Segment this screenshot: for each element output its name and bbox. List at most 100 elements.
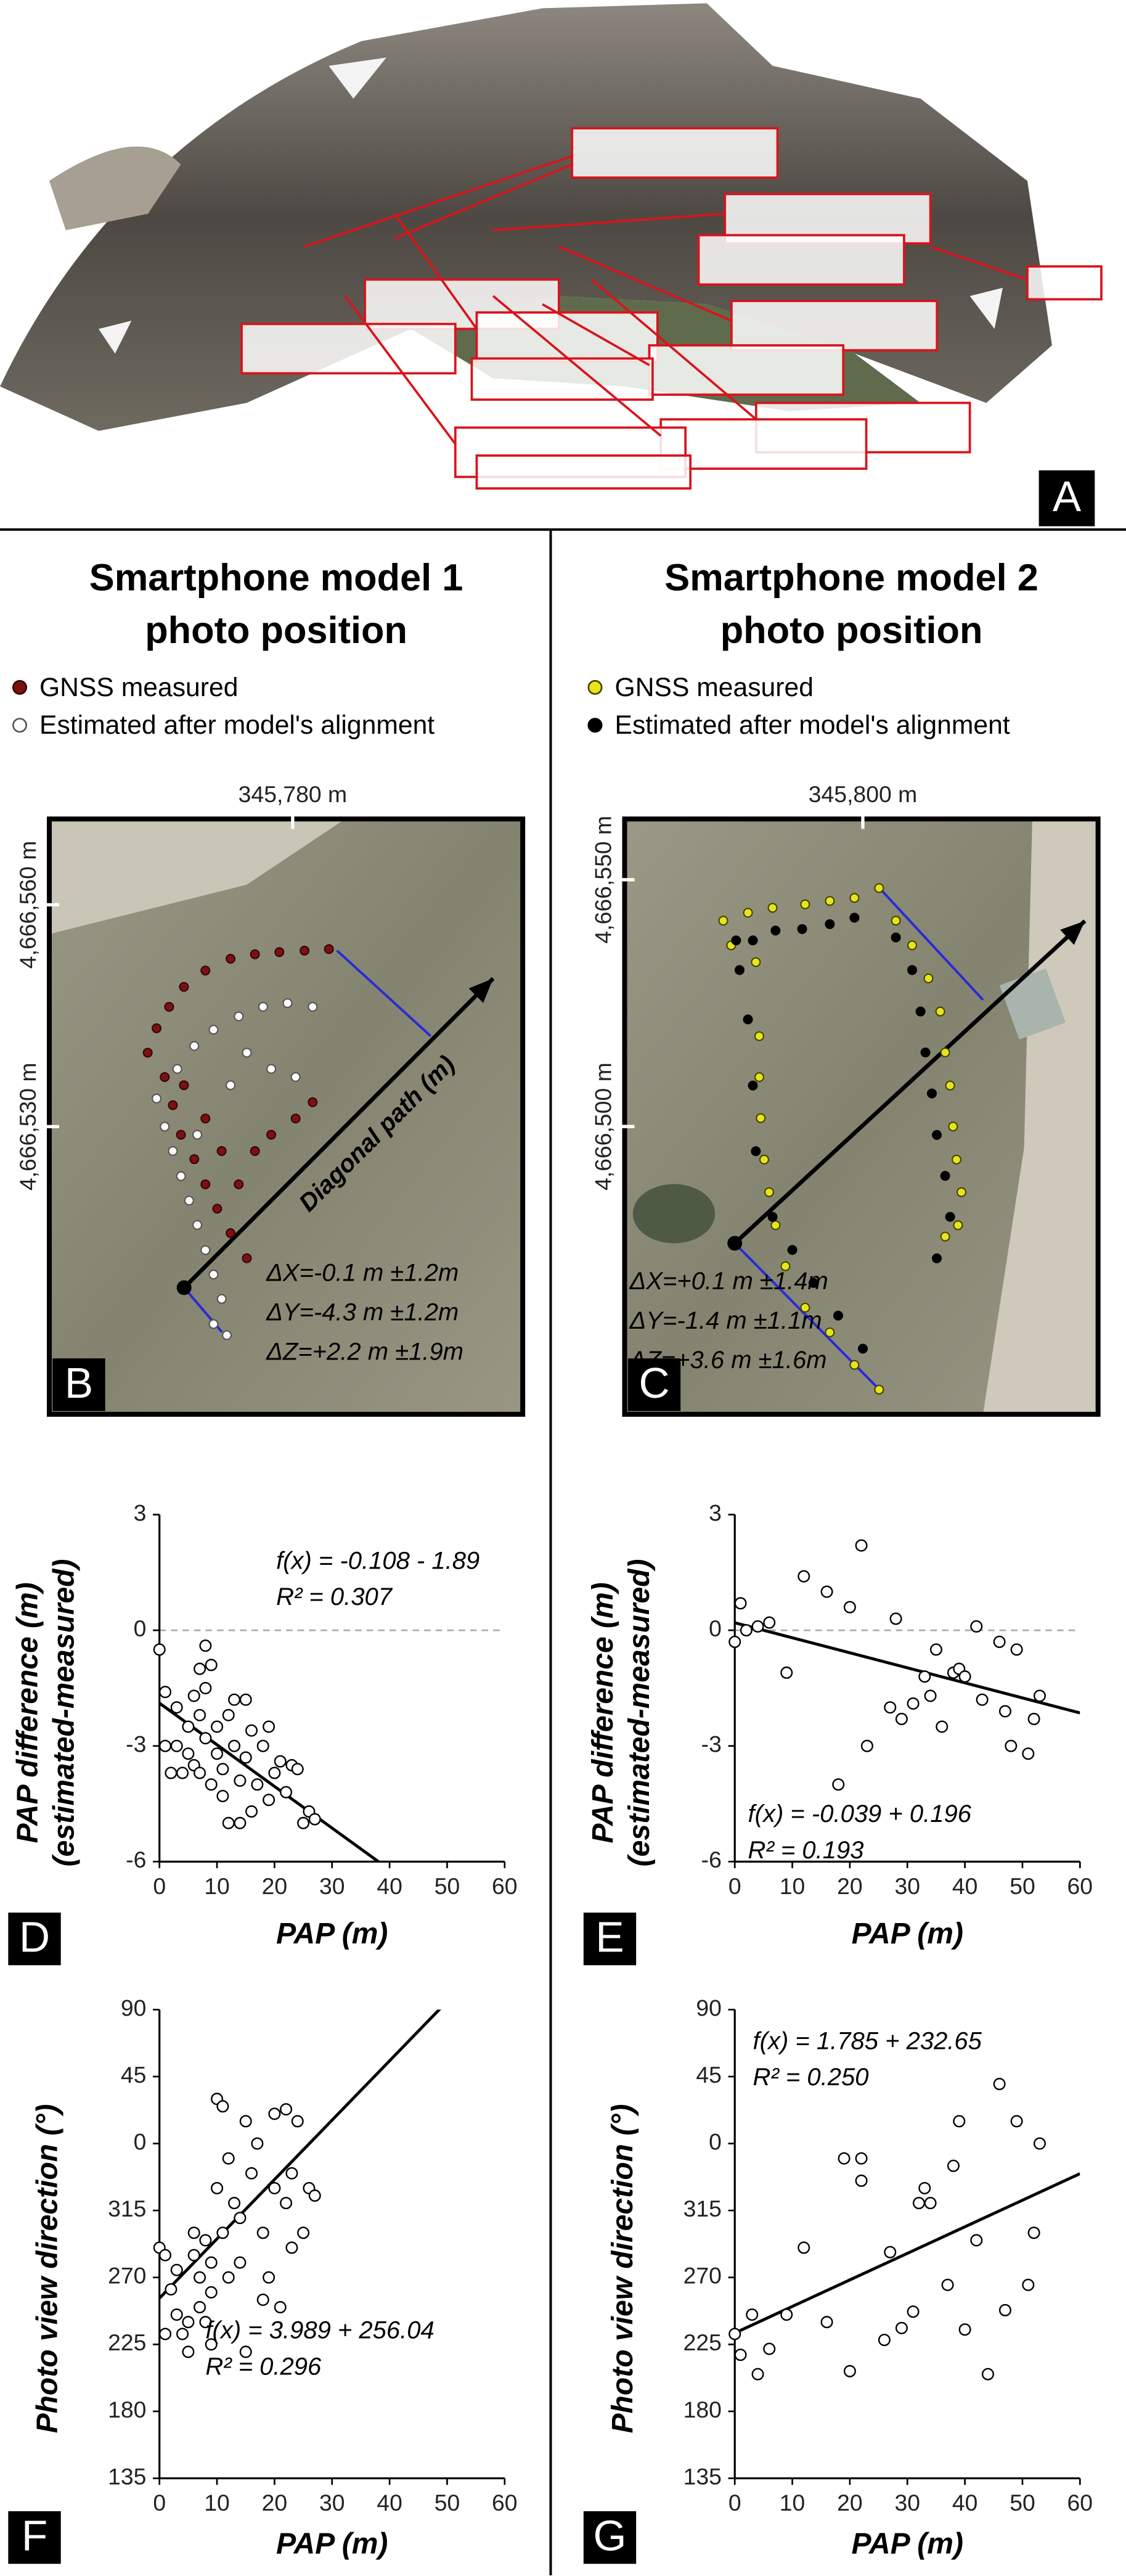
x-axis-title: PAP (m) [276,1918,388,1950]
photo-position [200,1179,211,1189]
point [222,2271,235,2284]
point [929,1643,942,1656]
point [187,2226,200,2239]
diagonal-arrow [182,977,495,1289]
x-tick-label: 60 [492,1873,518,1899]
point [1010,1643,1023,1656]
x-tick-label: 30 [319,1873,345,1899]
point [176,2328,189,2340]
x-axis-title: PAP (m) [852,1918,963,1950]
point [285,2167,298,2180]
photo-position [751,957,761,967]
photo-position [189,1041,200,1051]
point [998,1705,1011,1718]
point [993,2078,1006,2091]
point [855,2152,868,2165]
camera-boxes [240,127,1103,490]
point [211,2181,224,2194]
photo-position [754,1072,764,1083]
point [912,2197,925,2210]
y-tick-label: 0 [709,2128,722,2154]
photo-position [200,1245,211,1255]
panel-label-box [8,2511,61,2564]
photo-position [164,1001,174,1012]
x-tick-label: 50 [434,1873,460,1899]
photo-position [756,1113,766,1123]
photo-position [770,1220,781,1231]
y-tick-label: 4,666,500 m [590,1062,616,1191]
photo-position [226,1080,236,1091]
origin-point [176,1280,192,1295]
legend-label: Estimated after model's alignment [615,710,1010,740]
y-tick-label: -6 [126,1847,146,1873]
point [234,1816,247,1829]
x-tick-label: 60 [492,2490,518,2516]
photo-position [212,1204,222,1214]
photo-position [948,1122,958,1132]
point [274,2301,287,2314]
point [855,1539,868,1552]
point [1027,1712,1040,1725]
y-tick-label: 315 [108,2196,146,2221]
point [280,2103,293,2116]
point [205,2256,218,2269]
legend-label: GNSS measured [615,673,814,702]
photo-position [192,1130,203,1140]
point [895,1712,908,1725]
y-tick-label: -3 [701,1731,722,1757]
point [216,2226,229,2239]
point [194,1662,206,1675]
photo-position [308,1097,318,1107]
photo-panel: A [0,0,1126,530]
photo-position [857,1343,868,1354]
point [936,1720,949,1733]
x-tick-label: 0 [728,2490,741,2516]
column-title: Smartphone model 1 [89,556,463,599]
photo-position [184,1196,194,1206]
photo-position [849,893,860,903]
point [268,1766,281,1779]
delta-annotation: ΔX=-0.1 m ±1.2m [266,1260,459,1287]
point [245,1724,258,1737]
point [239,2345,252,2358]
panel-label-box [583,2511,637,2564]
photo-position [142,1048,153,1058]
point [798,1570,810,1583]
point [205,2286,218,2299]
x-tick-label: 40 [952,1873,978,1899]
y-axis-title: (estimated-measured) [623,1559,656,1867]
fit-line [159,2009,441,2300]
photo-position [953,1220,963,1231]
legend-marker [12,718,28,733]
point [239,1751,252,1764]
photo-position [764,1187,774,1197]
photo-position [927,1088,937,1099]
point [780,1666,793,1679]
y-tick-label: 90 [121,1995,147,2020]
panel-label-box [1038,470,1095,527]
origin-point [727,1236,743,1251]
delta-annotation: ΔX=+0.1 m ±1.4m [629,1268,828,1295]
point [239,1693,252,1706]
map-frame [47,816,526,1417]
y-axis-title: Photo view direction (°) [606,2104,639,2434]
delta-annotation: ΔY=-1.4 m ±1.1m [629,1307,822,1334]
point [728,2328,741,2340]
photo-position [932,1130,942,1140]
fit-line [735,1621,1080,1715]
photo-position [192,1220,203,1230]
diagonal-arrow [733,919,1087,1245]
photo-position [160,1072,170,1082]
photo-position [308,1001,318,1012]
point [798,2241,810,2254]
point [256,1739,269,1752]
photo-position [258,1001,268,1012]
point [291,2115,304,2128]
panel-label: A [1053,472,1082,520]
photo-position [208,1270,219,1280]
y-tick-label: 90 [696,1995,722,2020]
point [199,1681,212,1694]
panel-label-box [8,1913,61,1966]
photo-position [891,932,901,943]
